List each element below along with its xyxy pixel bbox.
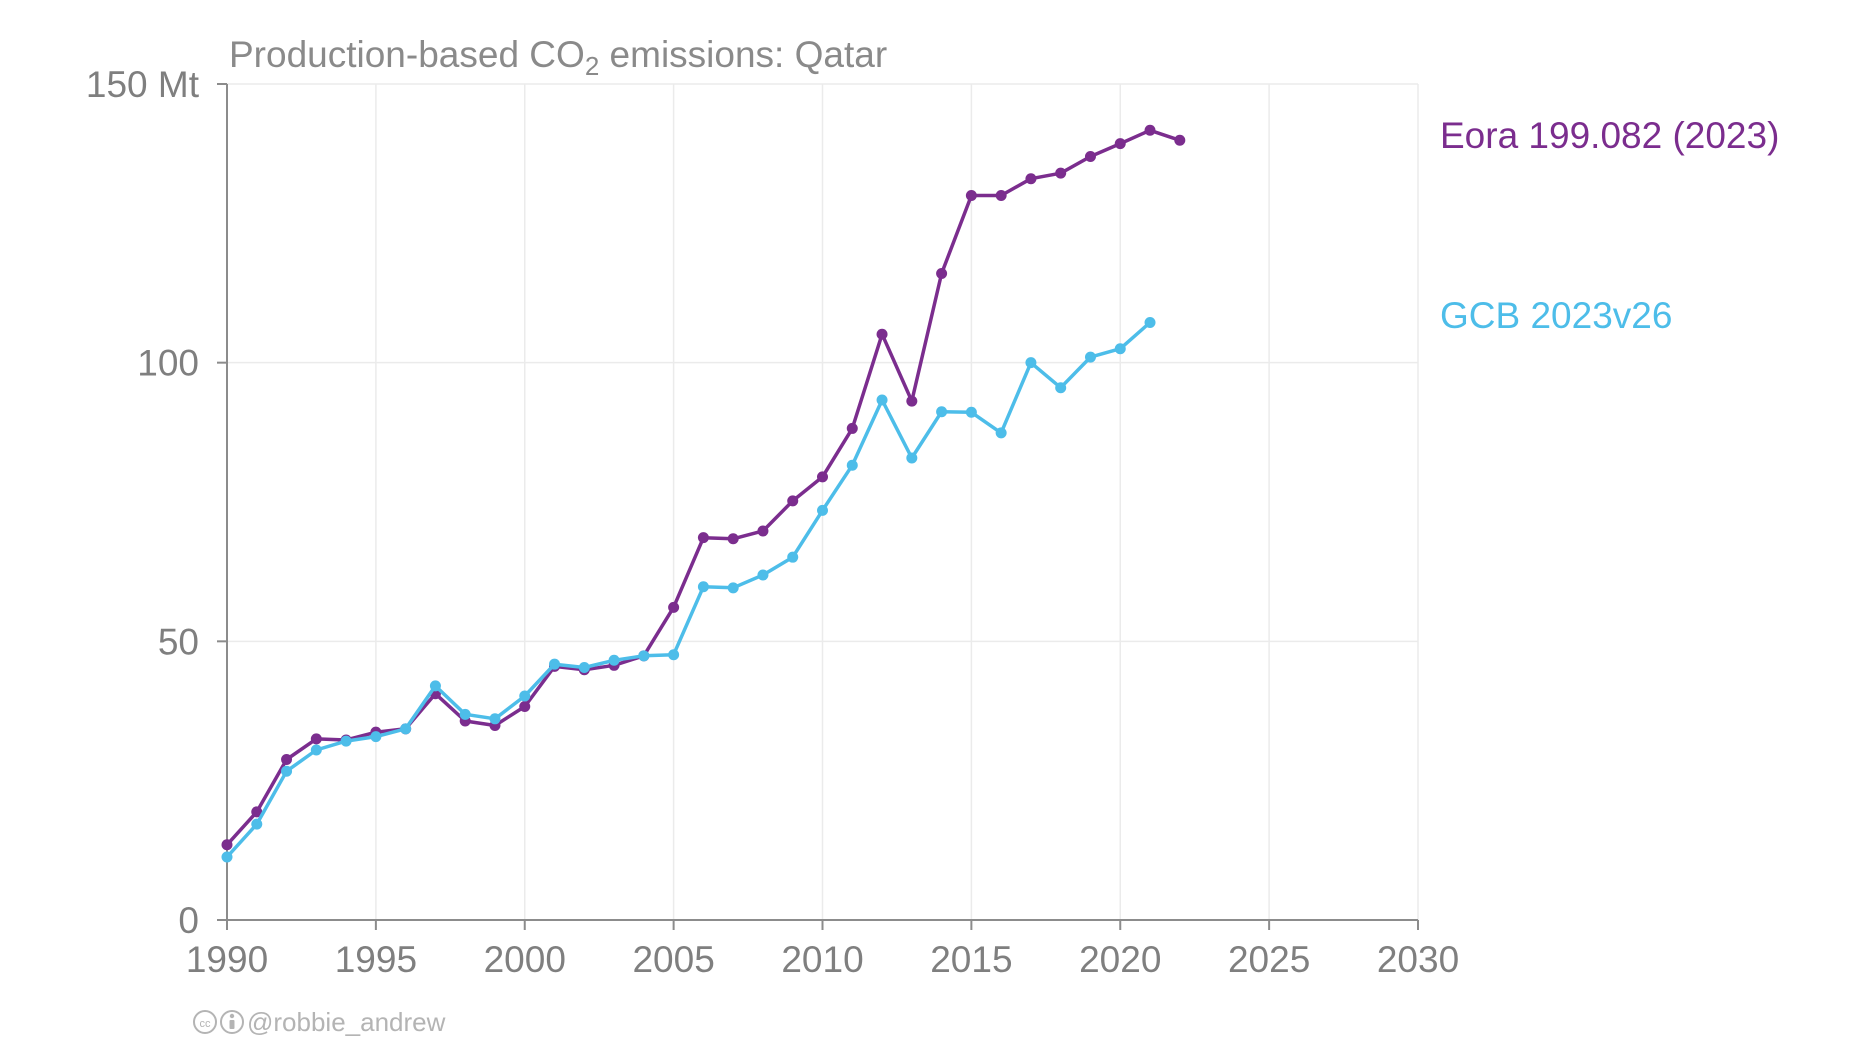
- series-1-point-2000: [519, 701, 531, 713]
- series-2-point-2017: [1025, 357, 1037, 369]
- chart-title: Production-based CO2 emissions: Qatar: [229, 34, 887, 81]
- series-2-point-1995: [370, 731, 382, 743]
- x-tick-label-1995: 1995: [335, 939, 417, 980]
- cc-icon: cc: [193, 1010, 217, 1034]
- series-2-point-2004: [638, 650, 650, 662]
- series-1-point-1993: [310, 733, 322, 745]
- series-2-point-2021: [1144, 317, 1156, 329]
- x-tick-label-2000: 2000: [484, 939, 566, 980]
- series-2-point-2016: [995, 427, 1007, 439]
- series-2-point-2009: [787, 551, 799, 563]
- series-2-point-2012: [876, 394, 888, 406]
- series-1-point-2018: [1055, 167, 1067, 179]
- attribution-icon: [220, 1010, 244, 1034]
- series-1-point-1991: [251, 806, 263, 818]
- series-1-point-2007: [727, 533, 739, 545]
- chart-title-prefix: Production-based CO: [229, 34, 585, 75]
- series-2: [221, 317, 1156, 863]
- series-1-point-2010: [817, 471, 828, 483]
- x-ticks: 1990 1995 2000 2005 2010 2015 2020 2025 2030: [186, 920, 1459, 980]
- series-2-point-2000: [519, 690, 531, 702]
- series-1-point-2005: [668, 601, 680, 613]
- series-2-point-2001: [549, 658, 561, 670]
- series-2-point-2005: [668, 649, 680, 661]
- series-2-point-2007: [727, 582, 739, 594]
- series-2-point-2019: [1084, 351, 1096, 363]
- series-2-point-2003: [608, 654, 620, 666]
- y-tick-label-0: 0: [178, 900, 199, 941]
- series-2-point-2018: [1055, 382, 1067, 394]
- x-tick-label-2010: 2010: [781, 939, 863, 980]
- series-1-point-2016: [995, 189, 1007, 201]
- series-1-point-2008: [757, 525, 769, 537]
- series-1-point-1990: [221, 839, 233, 851]
- legend-label-2: GCB 2023v26: [1440, 295, 1672, 336]
- legend-label-1: Eora 199.082 (2023): [1440, 115, 1779, 156]
- series-1-point-2012: [876, 328, 888, 340]
- series-1-point-2009: [787, 495, 799, 507]
- series-1-point-2020: [1114, 138, 1126, 150]
- series-2-point-2002: [578, 662, 590, 674]
- series-1-point-2019: [1084, 150, 1096, 162]
- series-2-point-1998: [459, 708, 471, 720]
- x-tick-label-2015: 2015: [930, 939, 1012, 980]
- series-2-point-2014: [936, 406, 948, 418]
- series-1-point-2021: [1144, 124, 1156, 136]
- series-1-point-2015: [965, 189, 977, 201]
- series-1-point-2022: [1174, 134, 1186, 146]
- series-2-point-1990: [221, 851, 233, 863]
- series-1-point-1992: [281, 753, 293, 765]
- chart-title-subscript: 2: [585, 51, 599, 81]
- y-tick-label-100: 100: [137, 343, 199, 384]
- series-2-point-1994: [340, 735, 352, 747]
- x-tick-label-2005: 2005: [632, 939, 714, 980]
- series-2-point-2011: [846, 459, 858, 471]
- legend: Eora 199.082 (2023) GCB 2023v26: [1440, 115, 1779, 336]
- y-tick-label-50: 50: [158, 621, 199, 662]
- series-1-point-2011: [846, 422, 858, 434]
- chart-title-suffix: emissions: Qatar: [599, 34, 887, 75]
- series-1-point-2017: [1025, 173, 1037, 185]
- series-2-point-1997: [429, 680, 441, 692]
- series-2-point-2015: [965, 406, 977, 418]
- series-2-point-1992: [281, 765, 293, 777]
- series-2-point-2013: [906, 452, 918, 464]
- y-tick-label-150: 150 Mt: [86, 64, 200, 105]
- x-tick-label-2030: 2030: [1377, 939, 1459, 980]
- grid: [226, 83, 1419, 921]
- series-2-line: [225, 320, 1152, 859]
- credit-handle: @robbie_andrew: [247, 1007, 446, 1037]
- series-2-point-2020: [1114, 343, 1126, 355]
- series-1-point-2014: [936, 267, 948, 279]
- series-2-point-1999: [489, 713, 501, 725]
- x-tick-label-1990: 1990: [186, 939, 268, 980]
- series-2-point-1991: [251, 818, 263, 830]
- series-1-point-2013: [906, 395, 918, 407]
- x-tick-label-2020: 2020: [1079, 939, 1161, 980]
- series-2-point-1996: [400, 723, 412, 735]
- series-1: [221, 124, 1186, 851]
- series-1-point-2006: [697, 532, 709, 544]
- series-2-point-2010: [817, 504, 828, 516]
- svg-text:cc: cc: [200, 1018, 212, 1030]
- series-2-point-2008: [757, 569, 769, 581]
- series-2-point-2006: [697, 581, 709, 593]
- series-layer: [221, 124, 1186, 863]
- series-2-point-1993: [310, 744, 322, 756]
- credit: cc @robbie_andrew: [193, 1007, 446, 1037]
- y-ticks: 0 50 100 150 Mt: [86, 64, 227, 941]
- x-tick-label-2025: 2025: [1228, 939, 1310, 980]
